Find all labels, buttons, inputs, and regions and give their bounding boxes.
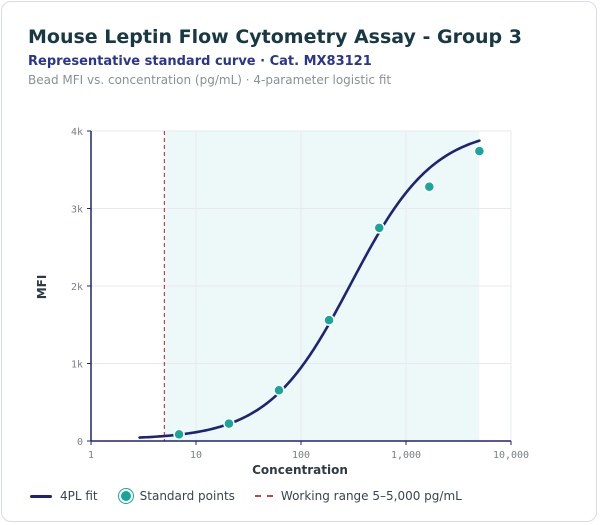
legend-swatch-fit [30, 494, 52, 498]
y-tick-label: 1k [71, 360, 83, 371]
standard-point[interactable] [323, 314, 335, 326]
y-tick-label: 4k [71, 127, 83, 138]
legend-label-points: Standard points [139, 489, 235, 503]
x-tick-label: 100 [292, 450, 310, 461]
x-tick-label: 1,000 [391, 450, 421, 461]
legend-label-range: Working range 5–5,000 pg/mL [280, 489, 462, 503]
y-tick-label: 3k [71, 205, 83, 216]
legend-item-fit[interactable]: 4PL fit [30, 489, 98, 503]
standard-point[interactable] [473, 145, 486, 157]
standard-point[interactable] [423, 181, 436, 193]
legend-swatch-range [254, 495, 273, 497]
x-tick-label: 10 [190, 450, 202, 461]
chart-legend: 4PL fit Standard points Working range 5–… [30, 487, 482, 505]
y-tick-label: 2k [71, 282, 83, 293]
standard-point[interactable] [223, 417, 235, 430]
legend-label-fit: 4PL fit [60, 489, 98, 503]
standard-point[interactable] [173, 428, 185, 441]
standard-point[interactable] [373, 222, 385, 234]
chart-title: Mouse Leptin Flow Cytometry Assay - Grou… [28, 26, 522, 48]
x-axis-title: Concentration [252, 463, 348, 477]
x-tick-label: 1 [88, 450, 94, 461]
y-tick-label: 0 [77, 437, 83, 448]
chart-caption: Bead MFI vs. concentration (pg/mL) · 4-p… [28, 73, 392, 87]
legend-item-points[interactable]: Standard points [118, 489, 235, 503]
chart-subtitle: Representative standard curve · Cat. MX8… [28, 54, 372, 69]
fit-curve [138, 139, 481, 439]
legend-swatch-points [120, 491, 131, 501]
y-axis-title: MFI [35, 275, 49, 300]
x-tick-label: 10,000 [493, 450, 529, 461]
legend-item-range[interactable]: Working range 5–5,000 pg/mL [254, 489, 462, 503]
standard-point[interactable] [273, 384, 285, 396]
